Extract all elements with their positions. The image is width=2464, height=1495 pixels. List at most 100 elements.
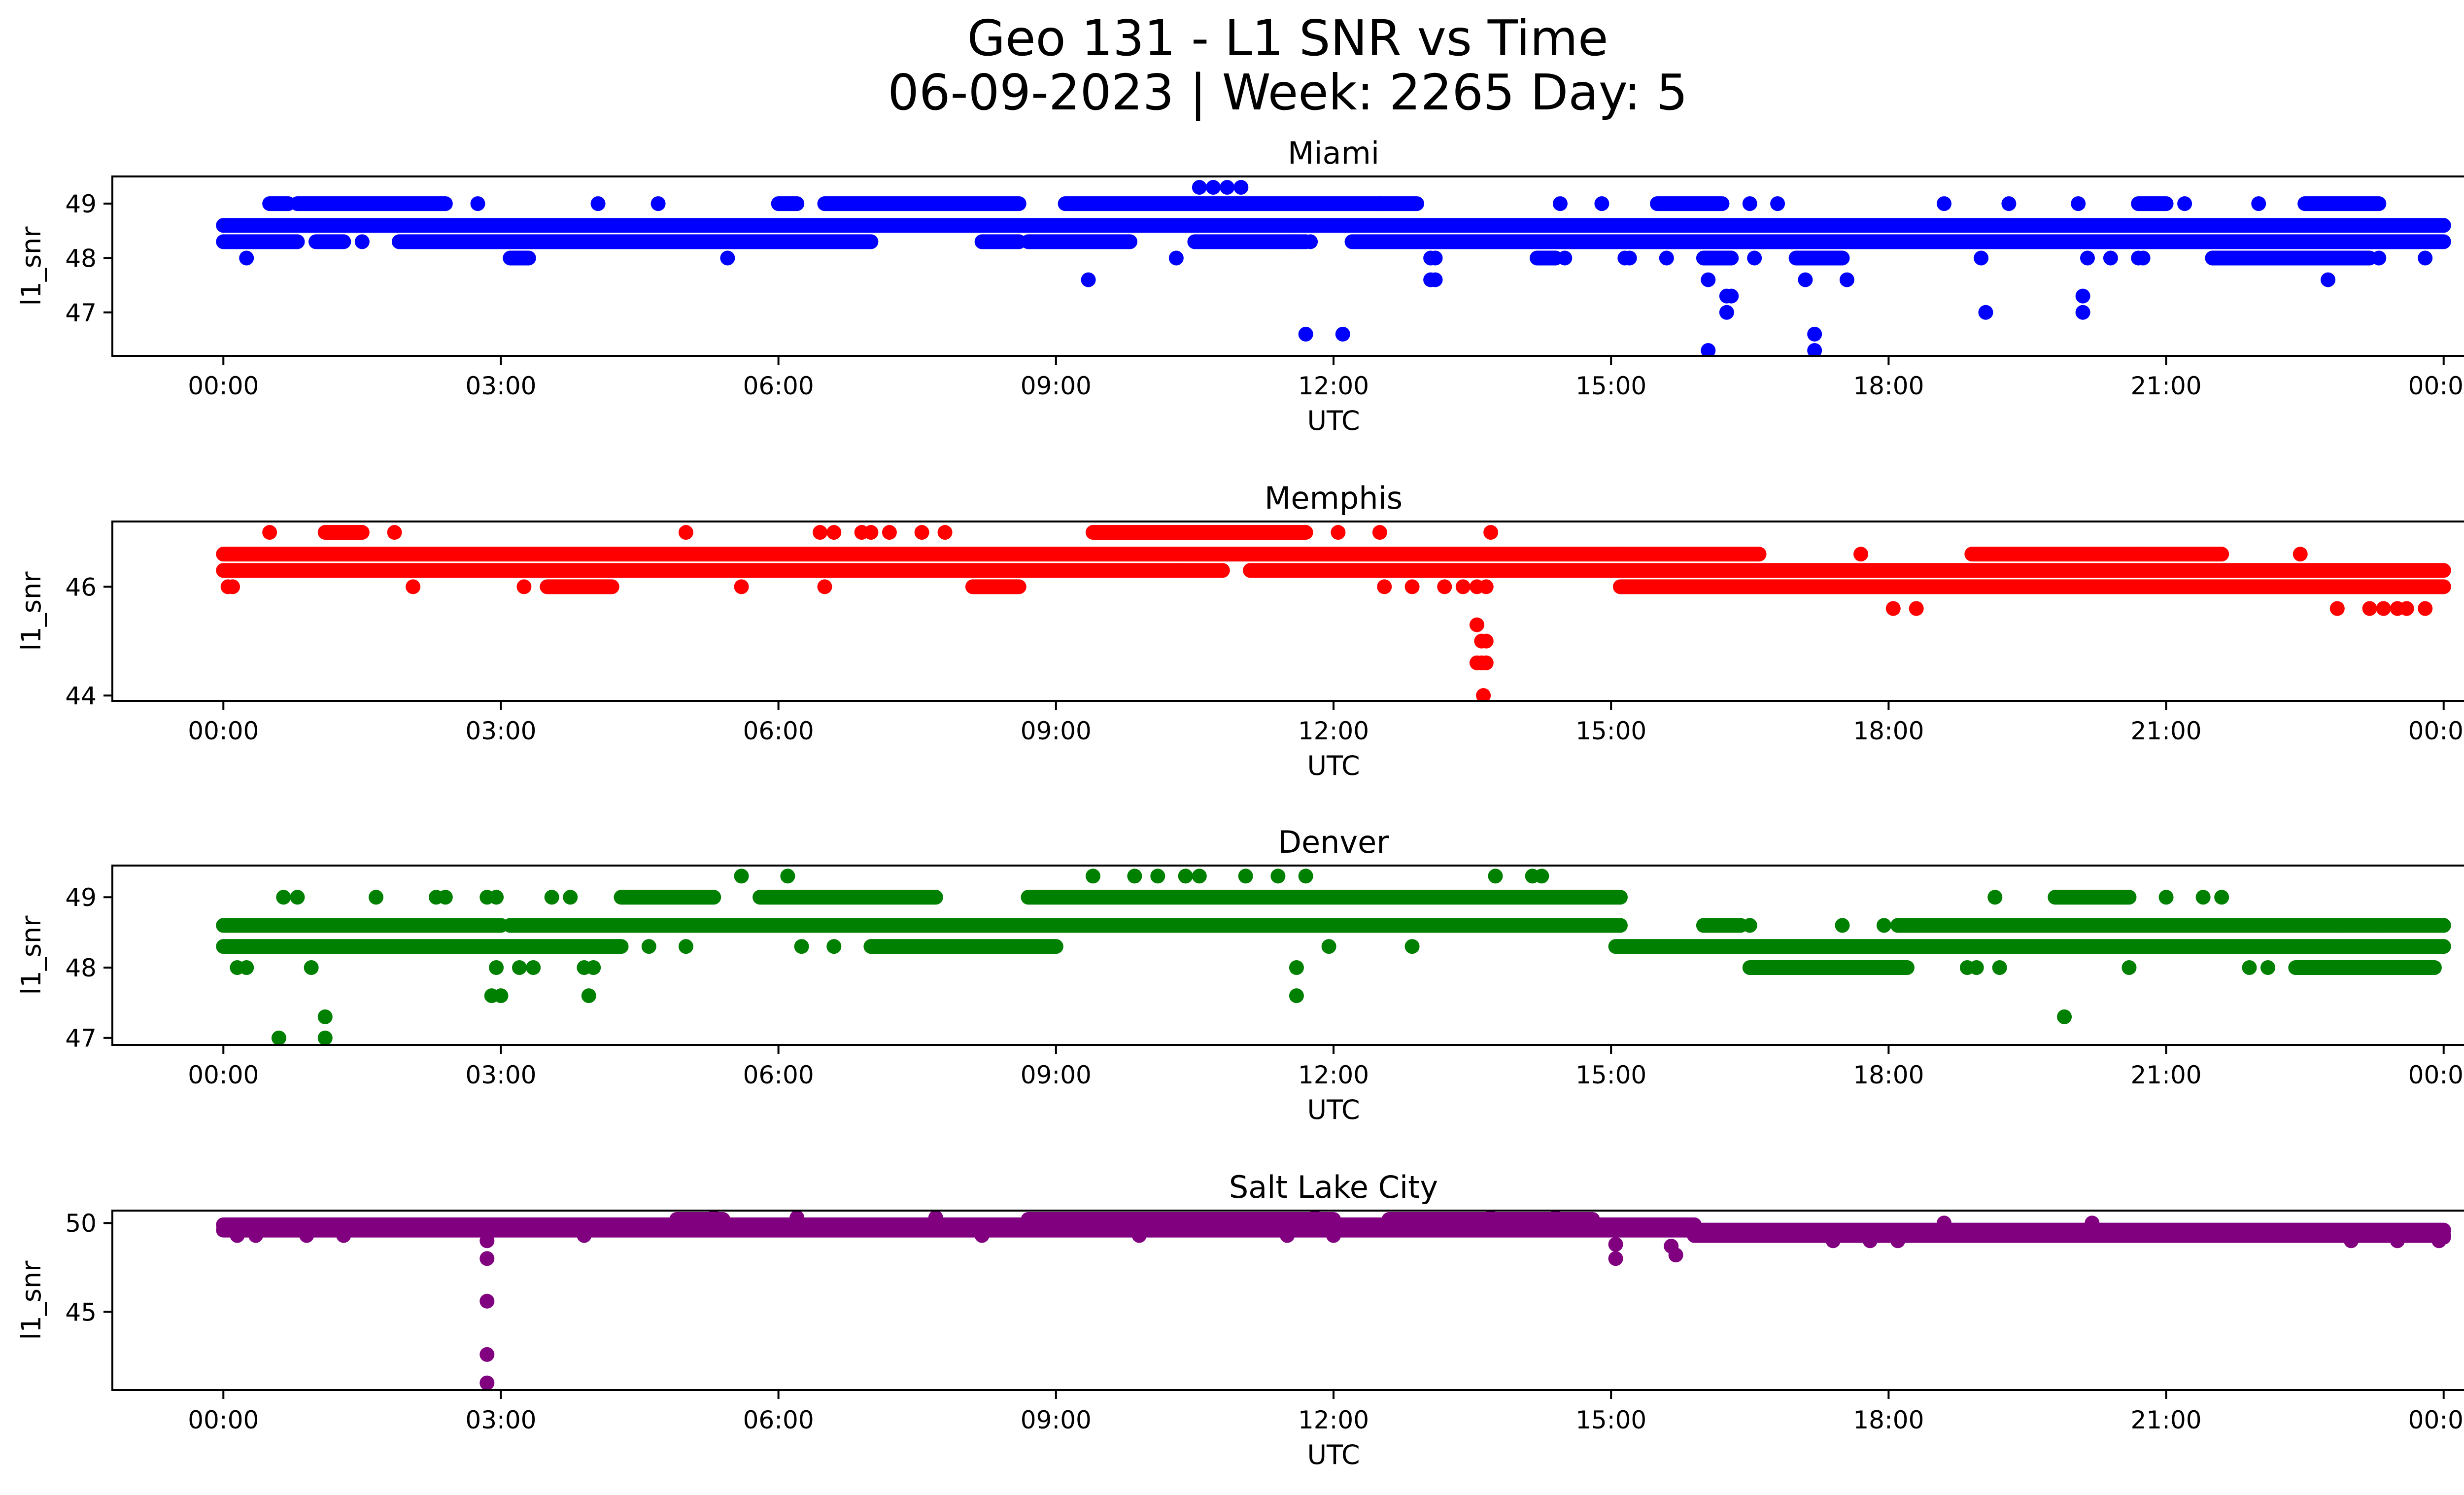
- data-point: [2390, 1233, 2405, 1249]
- data-point: [2057, 1009, 2072, 1024]
- data-point: [1257, 563, 1272, 578]
- data-point: [1127, 869, 1142, 884]
- data-point: [479, 1293, 495, 1309]
- data-point: [1168, 250, 1184, 266]
- data-point: [2371, 918, 2387, 933]
- data-point: [433, 196, 448, 211]
- data-point: [1220, 180, 1235, 195]
- data-point: [1085, 869, 1100, 884]
- chart-title-line-1: Geo 131 - L1 SNR vs Time: [967, 9, 1608, 67]
- data-point: [1876, 918, 1891, 933]
- data-point: [678, 525, 693, 540]
- subplot-title: Memphis: [1265, 480, 1403, 516]
- x-tick-label: 15:00: [1575, 1061, 1646, 1089]
- data-point: [1404, 579, 1420, 594]
- data-point: [826, 939, 842, 954]
- chart-title-line-2: 06-09-2023 | Week: 2265 Day: 5: [888, 64, 1687, 121]
- data-point: [1428, 272, 1443, 287]
- y-tick-label: 49: [65, 190, 97, 218]
- data-point: [1178, 869, 1193, 884]
- x-tick-label: 12:00: [1298, 1061, 1369, 1089]
- x-tick-label: 18:00: [1853, 372, 1924, 400]
- data-point: [1742, 918, 1757, 933]
- data-point: [1488, 869, 1503, 884]
- data-point: [1270, 869, 1286, 884]
- data-point: [817, 579, 832, 594]
- data-point: [937, 525, 953, 540]
- x-tick-label: 18:00: [1853, 1406, 1924, 1434]
- data-point: [813, 525, 828, 540]
- data-point: [1608, 1251, 1623, 1266]
- scatter-series-salt-lake-city: [216, 1211, 2451, 1390]
- data-point: [2103, 250, 2118, 266]
- subplots: Miami 00:00 03:00 06:00 09:00 12:00 15:00 18:00…: [16, 135, 2464, 1470]
- data-point: [1483, 1211, 1499, 1225]
- data-point: [239, 960, 254, 975]
- x-tick-label: 00:00: [2408, 1406, 2464, 1434]
- data-point: [794, 939, 809, 954]
- x-tick-label: 21:00: [2130, 717, 2201, 745]
- data-point: [1885, 601, 1901, 616]
- x-tick-label: 00:00: [2408, 372, 2464, 400]
- data-point: [1321, 939, 1336, 954]
- data-point: [2344, 1233, 2359, 1249]
- data-point: [1534, 869, 1549, 884]
- data-point: [1437, 579, 1452, 594]
- data-point: [1742, 196, 1757, 211]
- data-point: [1701, 272, 1716, 287]
- data-point: [2177, 196, 2192, 211]
- data-point: [1937, 1216, 1951, 1231]
- data-point: [230, 1228, 245, 1243]
- data-point: [914, 525, 929, 540]
- data-point: [1594, 196, 1609, 211]
- data-point: [354, 234, 370, 249]
- y-tick-label: 50: [65, 1209, 97, 1238]
- y-tick-label: 49: [65, 883, 97, 912]
- data-point: [1719, 305, 1734, 320]
- data-point: [2135, 250, 2151, 266]
- data-point: [1622, 939, 1637, 954]
- x-tick-label: 00:00: [188, 717, 259, 745]
- data-point: [650, 196, 666, 211]
- data-point: [2362, 601, 2377, 616]
- data-point: [1557, 250, 1573, 266]
- x-tick-label: 21:00: [2130, 1406, 2201, 1434]
- subplot-title: Salt Lake City: [1229, 1169, 1438, 1205]
- x-tick-label: 12:00: [1298, 372, 1369, 400]
- scatter-series-memphis: [216, 525, 2451, 701]
- data-point: [1284, 234, 1300, 249]
- data-point: [2214, 890, 2229, 905]
- subplot-title: Denver: [1278, 824, 1389, 860]
- data-point: [2122, 960, 2137, 975]
- data-point: [1807, 326, 1822, 342]
- data-point: [1909, 601, 1924, 616]
- data-point: [336, 1228, 351, 1243]
- data-point: [438, 890, 453, 905]
- scatter-series-miami: [216, 180, 2451, 356]
- data-point: [317, 1030, 333, 1045]
- data-point: [1303, 234, 1318, 249]
- data-point: [1289, 960, 1304, 975]
- data-point: [1478, 579, 1494, 594]
- x-tick-label: 00:00: [188, 372, 259, 400]
- data-point: [1404, 939, 1420, 954]
- y-tick-label: 46: [65, 573, 97, 601]
- data-point: [239, 250, 254, 266]
- data-point: [2376, 601, 2391, 616]
- data-point: [1476, 688, 1491, 701]
- data-point: [826, 525, 842, 540]
- data-point: [1483, 525, 1499, 540]
- subplot-salt-lake-city: Salt Lake City 00:00 03:00 06:00 09:00 12:00 1…: [16, 1169, 2464, 1470]
- data-point: [1937, 196, 1951, 211]
- x-tick-label: 09:00: [1021, 717, 1092, 745]
- data-point: [2085, 1216, 2100, 1231]
- data-point: [1825, 1233, 1841, 1249]
- data-point: [479, 1347, 495, 1362]
- y-axis-label: l1_snr: [16, 571, 47, 651]
- data-point: [641, 939, 656, 954]
- x-tick-label: 00:00: [2408, 717, 2464, 745]
- data-point: [706, 1211, 721, 1225]
- data-point: [2251, 196, 2266, 211]
- data-point: [1992, 960, 2007, 975]
- data-point: [479, 1251, 495, 1266]
